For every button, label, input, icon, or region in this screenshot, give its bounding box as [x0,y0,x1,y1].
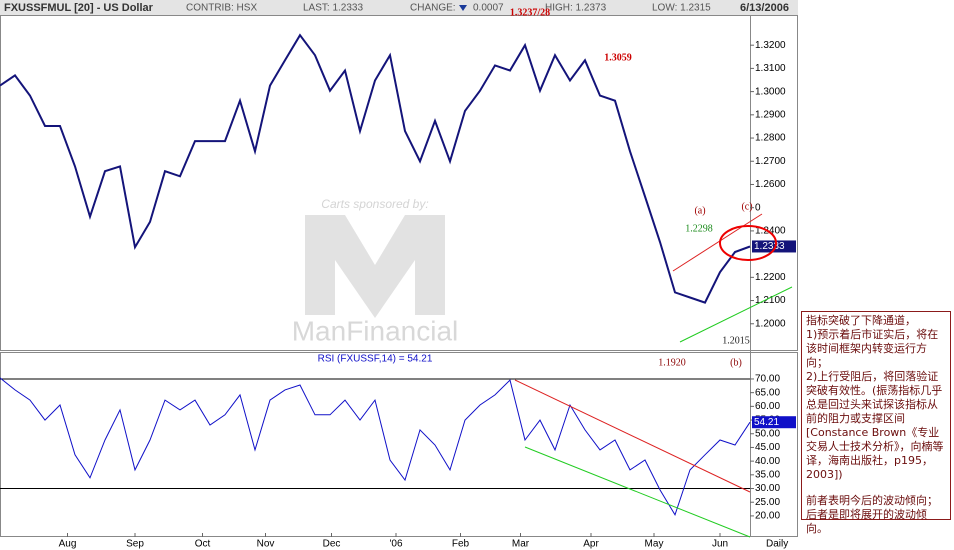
y-tick-label: 1.3200 [755,40,786,51]
note-text: 前者表明今后的波动倾向；后者是即将展开的波动倾向。 [806,494,938,535]
note-line: 1)预示着后市证实后，将在该时间框架内转变运行方向； [806,328,939,369]
x-tick-label: Oct [195,539,211,550]
price-line [0,33,751,304]
price-line [0,377,751,516]
y-tick-label: 45.00 [755,442,780,453]
note-line: 指标突破了下降通道， [806,314,916,327]
x-tick-label: Nov [257,539,275,550]
y-tick-label: 1.2200 [755,272,786,283]
highlight-ellipse [719,225,777,261]
x-tick-label: '06 [389,539,402,550]
y-tick-label: 60.00 [755,401,780,412]
contrib: CONTRIB: HSX [186,3,257,14]
watermark-brand: ManFinancial [292,315,459,346]
y-tick-label: 1.3100 [755,63,786,74]
note-box: 指标突破了下降通道， 1)预示着后市证实后，将在该时间框架内转变运行方向； 2)上行… [801,311,951,535]
change: 0.0007 [473,3,504,14]
last-value-box [752,416,796,429]
change-label: CHANGE: [410,3,456,14]
y-tick-label: 0 [755,202,761,213]
annotation: 1.2015 [722,335,750,346]
y-tick-label: 65.00 [755,387,780,398]
note-text: 指标突破了下降通道， 1)预示着后市证实后，将在该时间框架内转变运行方向； 2)上行… [806,314,946,482]
marks: 1.2000 1.2100 1.2200 1.2400 0 1.2600 1.2700 1.2… [0,33,796,550]
y-tick-label: 1.2900 [755,109,786,120]
symbol: FXUSSFMUL [20] - US Dollar [4,2,154,14]
y-tick-label: 40.00 [755,456,780,467]
x-tick-label: Feb [452,539,470,550]
down-arrow [459,5,467,11]
x-tick-label: Apr [583,539,599,550]
x-tick-label: Mar [512,539,530,550]
x-tick-label: Aug [59,539,77,550]
x-tick-label: Jun [712,539,728,550]
y-tick-label: 35.00 [755,469,780,480]
x-axis-label: Daily [766,539,788,550]
y-tick-label: 1.2100 [755,295,786,306]
rsi-panel [0,352,798,537]
note-line: 2)上行受阻后，将回落验证突破有效性。(振荡指标几乎总是回过头来试探该指标从前的… [806,370,944,481]
annotation: (b) [730,357,742,368]
y-tick-label: 50.00 [755,428,780,439]
annotation: (a) [694,205,705,216]
annotation: 1.3237/28 [510,7,550,18]
header-bar [0,0,798,15]
last-value-label: 1.2333 [754,241,785,252]
channel-line [514,379,751,493]
y-tick-label: 1.2600 [755,179,786,190]
y-tick-label: 1.2000 [755,318,786,329]
y-tick-label: 1.2700 [755,156,786,167]
annotation: 1.2298 [685,223,713,234]
y-tick-label: 1.2800 [755,133,786,144]
channel-line [524,446,751,538]
rsi-title: RSI (FXUSSF,14) = 54.21 [318,354,433,365]
y-tick-label: 30.00 [755,483,780,494]
y-tick-label: 1.2400 [755,226,786,237]
y-tick-label: 20.00 [755,511,780,522]
y-tick-label: 25.00 [755,497,780,508]
overlay [514,213,793,538]
annotation: 1.1920 [658,357,686,368]
annotation: (c) [741,201,752,212]
price-panel [0,15,798,351]
y-tick-label: 1.3000 [755,86,786,97]
annotation: 1.3059 [604,52,632,63]
watermark-logo [305,215,445,318]
last: LAST: 1.2333 [303,3,363,14]
low: LOW: 1.2315 [652,3,711,14]
watermark-sponsor: Carts sponsored by: [321,197,428,211]
x-tick-label: Dec [323,539,341,550]
date: 6/13/2006 [740,2,789,14]
channel-line [679,286,793,343]
x-tick-label: May [645,539,664,550]
channel-line [672,213,763,272]
last-value-box [752,240,796,253]
y-tick-label: 70.00 [755,374,780,385]
x-tick-label: Sep [126,539,144,550]
last-value-label: 54.21 [754,417,779,428]
high: HIGH: 1.2373 [545,3,607,14]
